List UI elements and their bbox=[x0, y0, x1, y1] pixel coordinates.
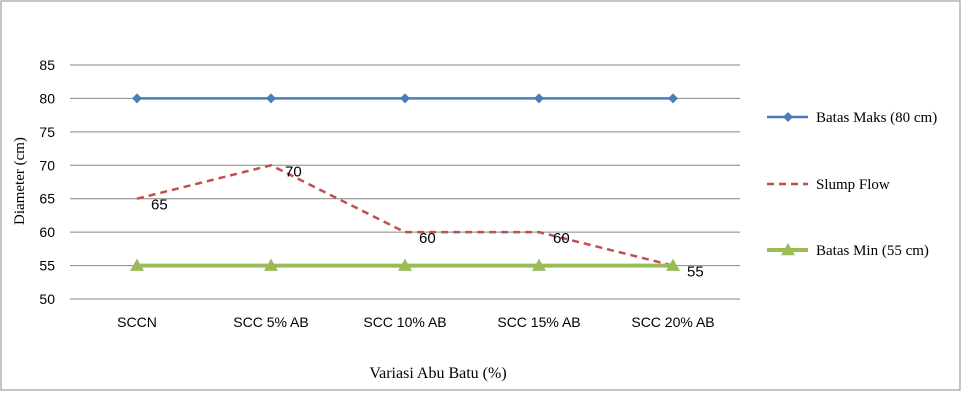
x-axis-title: Variasi Abu Batu (%) bbox=[369, 365, 506, 382]
x-tick-label: SCC 5% AB bbox=[233, 314, 308, 330]
y-tick-label: 75 bbox=[39, 124, 55, 140]
data-label: 65 bbox=[151, 197, 168, 214]
legend-label: Batas Maks (80 cm) bbox=[816, 110, 937, 126]
y-tick-label: 60 bbox=[39, 224, 55, 240]
legend-label: Slump Flow bbox=[816, 177, 890, 193]
y-tick-label: 50 bbox=[39, 291, 55, 307]
series-point bbox=[668, 93, 678, 104]
series-point bbox=[130, 258, 144, 271]
series-point bbox=[264, 258, 278, 271]
data-label: 60 bbox=[553, 230, 570, 247]
series-point bbox=[398, 258, 412, 271]
x-tick-label: SCC 15% AB bbox=[497, 314, 580, 330]
x-tick-labels: SCCN SCC 5% AB SCC 10% AB SCC 15% AB SCC 20%… bbox=[117, 314, 714, 330]
x-tick-label: SCC 20% AB bbox=[631, 314, 714, 330]
y-tick-label: 70 bbox=[39, 157, 55, 173]
legend: Batas Maks (80 cm) Slump Flow Batas Min (5… bbox=[767, 110, 937, 259]
series-point bbox=[132, 93, 142, 104]
x-tick-label: SCC 10% AB bbox=[363, 314, 446, 330]
legend-marker bbox=[783, 112, 793, 122]
y-tick-label: 55 bbox=[39, 258, 55, 274]
series-point bbox=[266, 93, 276, 104]
series-layer bbox=[130, 93, 680, 271]
y-tick-labels: 50 55 60 65 70 75 80 85 bbox=[39, 57, 55, 307]
legend-label: Batas Min (55 cm) bbox=[816, 243, 929, 259]
series-point bbox=[532, 258, 546, 271]
y-tick-label: 80 bbox=[39, 90, 55, 106]
data-label: 70 bbox=[285, 163, 302, 180]
data-labels: 65 70 60 60 55 bbox=[151, 163, 704, 280]
x-tick-label: SCCN bbox=[117, 314, 157, 330]
series-point bbox=[534, 93, 544, 104]
data-label: 60 bbox=[419, 230, 436, 247]
series-point bbox=[400, 93, 410, 104]
legend-marker bbox=[781, 243, 795, 256]
data-label: 55 bbox=[687, 264, 704, 281]
y-tick-label: 85 bbox=[39, 57, 55, 73]
series-point bbox=[666, 258, 680, 271]
y-tick-label: 65 bbox=[39, 191, 55, 207]
y-axis-title: Diameter (cm) bbox=[12, 137, 28, 225]
